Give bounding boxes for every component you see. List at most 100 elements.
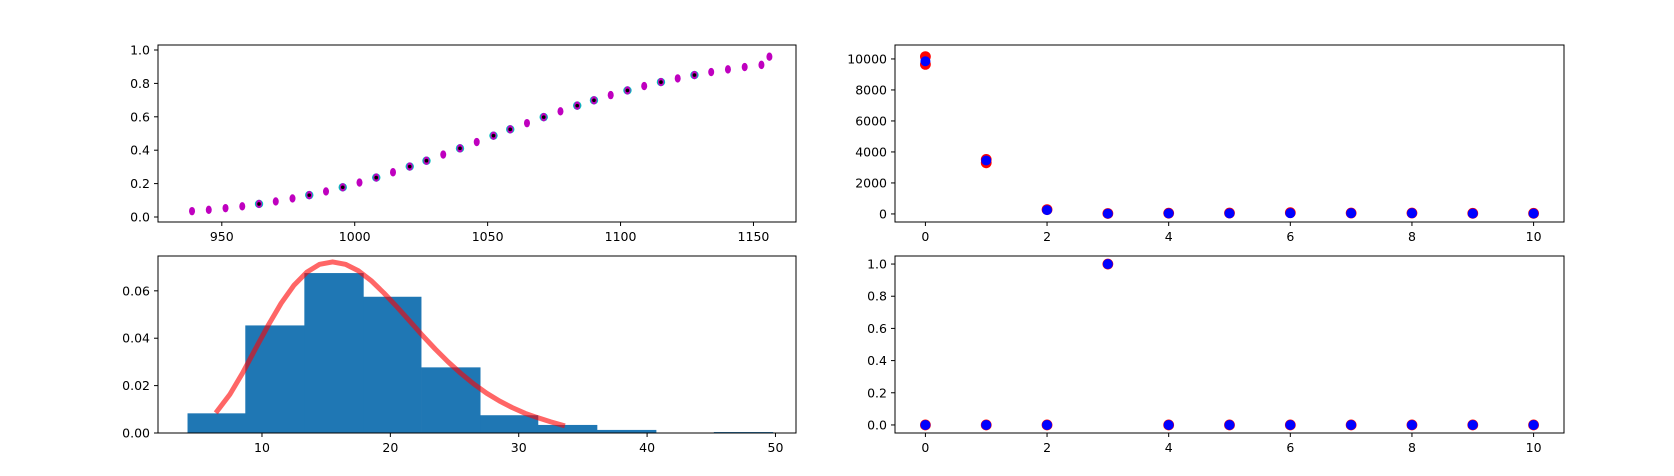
- blue-dot-marker: [1224, 419, 1235, 430]
- y-tick-label: 2000: [855, 175, 887, 190]
- y-tick-label: 0: [879, 206, 887, 221]
- histogram-panel: 10 20 30 40 50 0.00 0.02 0.04 0.06: [122, 255, 797, 455]
- plot-area: [920, 51, 1539, 219]
- black-center-marker: [491, 133, 496, 138]
- blue-dot-marker: [1285, 419, 1296, 430]
- magenta-marker: [641, 81, 648, 91]
- black-center-marker: [659, 80, 663, 84]
- histogram-bar: [480, 415, 539, 433]
- blue-dot-marker: [1102, 259, 1113, 270]
- black-center-marker: [407, 164, 412, 169]
- magenta-marker: [473, 137, 480, 147]
- blue-dot-marker: [920, 56, 931, 67]
- x-tick-label: 4: [1165, 440, 1173, 455]
- y-tick-label: 0.02: [122, 378, 150, 393]
- histogram-bar: [187, 413, 246, 433]
- blue-dot-marker: [981, 419, 992, 430]
- counts-scatter-panel: 0 2 4 6 8 10 0 2000 4000 6000 8000 10000: [847, 44, 1565, 244]
- x-tick-label: 6: [1286, 229, 1294, 244]
- histogram-bar: [363, 296, 422, 433]
- axes-frame: [157, 44, 797, 223]
- magenta-marker: [272, 197, 279, 206]
- blue-dot-marker: [1163, 208, 1174, 219]
- magenta-marker: [724, 65, 731, 74]
- x-tick-label: 8: [1408, 440, 1416, 455]
- blue-dot-marker: [1467, 419, 1478, 430]
- blue-dot-marker: [1346, 419, 1357, 430]
- x-tick-label: 1150: [738, 229, 770, 244]
- y-tick-label: 1.0: [130, 43, 150, 58]
- magenta-marker: [674, 74, 681, 83]
- blue-dot-marker: [1042, 419, 1053, 430]
- magenta-marker: [766, 52, 773, 61]
- y-tick-label: 0.06: [122, 283, 150, 298]
- blue-dot-marker: [981, 155, 992, 166]
- x-tick-label: 950: [210, 229, 234, 244]
- y-tick-label: 0.4: [130, 143, 150, 158]
- black-center-marker: [625, 88, 630, 93]
- magenta-marker: [389, 168, 396, 177]
- magenta-marker: [289, 194, 296, 203]
- blue-dot-marker: [1528, 208, 1539, 219]
- histogram-bar: [245, 325, 305, 433]
- axes-frame: [894, 255, 1565, 434]
- y-tick-label: 0.4: [867, 353, 887, 368]
- x-tick-label: 8: [1408, 229, 1416, 244]
- x-tick-label: 1100: [605, 229, 637, 244]
- magenta-marker: [557, 107, 564, 116]
- blue-dot-marker: [1467, 208, 1478, 219]
- x-tick-label: 10: [1526, 440, 1542, 455]
- black-center-marker: [307, 193, 312, 197]
- magenta-marker: [607, 90, 614, 100]
- y-tick-label: 4000: [855, 144, 887, 159]
- blue-dot-marker: [1285, 208, 1296, 219]
- histogram-bar: [537, 424, 598, 433]
- y-tick-label: 0.00: [122, 426, 150, 441]
- x-tick-label: 4: [1165, 229, 1173, 244]
- x-tick-label: 40: [639, 440, 655, 455]
- blue-dot-marker: [1406, 208, 1417, 219]
- magenta-marker: [239, 202, 246, 211]
- y-tick-label: 0.8: [130, 76, 150, 91]
- y-tick-label: 10000: [847, 51, 887, 66]
- histogram-bar: [597, 429, 657, 433]
- histogram-bar: [304, 273, 364, 433]
- y-tick-label: 6000: [855, 113, 887, 128]
- blue-dot-marker: [1042, 205, 1053, 216]
- magenta-marker: [222, 203, 229, 213]
- x-tick-label: 50: [768, 440, 784, 455]
- axes-frame: [894, 44, 1565, 223]
- black-center-marker: [541, 115, 546, 119]
- x-tick-label: 2: [1043, 440, 1051, 455]
- histogram-bar: [421, 367, 481, 433]
- y-tick-label: 0.2: [130, 176, 150, 191]
- black-center-marker: [374, 175, 379, 180]
- blue-dot-marker: [1163, 419, 1174, 430]
- y-tick-label: 0.0: [867, 417, 887, 432]
- x-tick-label: 1000: [339, 229, 371, 244]
- y-tick-label: 0.2: [867, 385, 887, 400]
- black-center-marker: [575, 103, 580, 108]
- magenta-marker: [708, 67, 715, 77]
- x-tick-label: 0: [921, 440, 929, 455]
- black-center-marker: [458, 146, 462, 151]
- x-tick-label: 30: [511, 440, 527, 455]
- y-tick-label: 1.0: [867, 257, 887, 272]
- blue-dot-marker: [1528, 419, 1539, 430]
- black-center-marker: [692, 73, 697, 77]
- axes-frame: [157, 255, 797, 434]
- y-tick-label: 0.6: [867, 321, 887, 336]
- black-center-marker: [424, 158, 429, 163]
- x-tick-label: 20: [382, 440, 398, 455]
- blue-dot-marker: [1406, 419, 1417, 430]
- black-center-marker: [508, 127, 513, 132]
- y-tick-label: 0.6: [130, 109, 150, 124]
- x-tick-label: 0: [921, 229, 929, 244]
- x-tick-label: 1050: [472, 229, 504, 244]
- y-tick-label: 0.8: [867, 289, 887, 304]
- black-center-marker: [340, 185, 345, 190]
- magenta-marker: [758, 60, 765, 70]
- pdf-curve: [213, 259, 566, 429]
- magenta-marker: [523, 118, 530, 128]
